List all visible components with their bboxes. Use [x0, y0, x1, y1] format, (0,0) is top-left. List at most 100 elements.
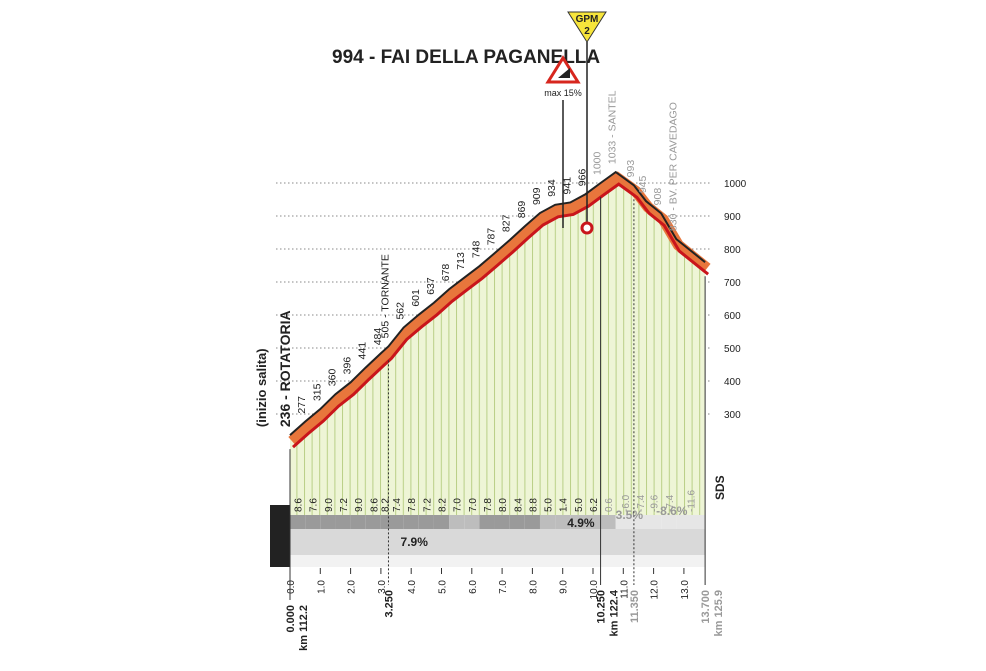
x-tick-label: 10.0	[589, 580, 600, 600]
gradient-segment	[676, 515, 706, 529]
altitude-label: 787	[486, 228, 498, 246]
altitude-label: 678	[440, 264, 452, 282]
altitude-label: 484	[372, 328, 384, 346]
average-gradient: 7.9%	[401, 535, 429, 549]
x-tick-label: 0.0	[286, 580, 297, 594]
max-gradient-label: max 15%	[544, 88, 582, 98]
gradient-label: 0.6	[604, 498, 615, 512]
x-tick-label: 4.0	[407, 580, 418, 594]
altitude-label: 945	[637, 175, 649, 193]
altitude-label: 966	[576, 169, 588, 187]
x-tick-label: 6.0	[468, 580, 479, 594]
gradient-segment	[494, 515, 510, 529]
x-tick-label: 12.0	[650, 580, 661, 600]
altitude-label: 830 - BV. PER CAVEDAGO	[667, 102, 679, 231]
altitude-label: 993	[625, 160, 637, 178]
gradient-segment	[290, 515, 306, 529]
gradient-segment	[388, 515, 404, 529]
x-tick-label: 13.0	[680, 580, 691, 600]
gradient-segment	[418, 515, 434, 529]
gradient-label: 5.0	[544, 498, 555, 512]
chart-title: 994 - FAI DELLA PAGANELLA	[332, 47, 600, 68]
x-tick-label: 1.0	[316, 580, 327, 594]
gradient-label: -11.6	[687, 490, 698, 512]
altitude-label: 713	[455, 252, 467, 270]
gradient-label: 7.8	[483, 498, 494, 512]
gradient-label: 7.6	[309, 498, 320, 512]
gradient-label: 8.2	[381, 498, 392, 512]
profile-front-line	[292, 182, 710, 449]
altitude-label: 934	[546, 179, 558, 197]
average-gradient: -8.6%	[656, 504, 688, 518]
gradient-segment	[524, 515, 540, 529]
y-tick-label: 900	[724, 212, 741, 223]
gradient-segment	[570, 515, 586, 529]
gradient-segment	[555, 515, 571, 529]
gradient-segment	[305, 515, 321, 529]
x-tick-label: 2.0	[347, 580, 358, 594]
station-label: 0.000	[285, 605, 297, 633]
average-gradient: 3.5%	[616, 508, 644, 522]
gradient-segment	[433, 515, 450, 529]
altitude-label: 637	[425, 277, 437, 295]
station-label: 10.250	[596, 590, 608, 624]
gradient-segment	[661, 515, 677, 529]
gradient-segment	[633, 515, 647, 529]
gradient-label: -7.4	[665, 494, 676, 512]
altitude-label: 908	[652, 188, 664, 206]
profile-band	[288, 171, 711, 446]
altitude-label: 1000	[592, 151, 604, 175]
gradient-label: -9.6	[650, 494, 661, 512]
y-tick-label: 400	[724, 377, 741, 388]
gradient-label: 1.4	[559, 498, 570, 512]
y-tick-label: 600	[724, 311, 741, 322]
gradient-segment	[350, 515, 366, 529]
station-label: 3.250	[383, 590, 395, 618]
gradient-label: 5.0	[574, 498, 585, 512]
gpm-marker	[580, 221, 594, 235]
gradient-segment	[479, 515, 495, 529]
gradient-segment	[403, 515, 419, 529]
y-tick-label: 1000	[724, 179, 747, 190]
altitude-label: 315	[311, 383, 323, 401]
gradient-segment	[365, 515, 381, 529]
altitude-label: 441	[357, 342, 369, 360]
gpm-label: GPM	[576, 14, 599, 25]
gradient-segment	[585, 515, 601, 529]
gradient-label: 7.2	[339, 498, 350, 512]
station-total: km 122.4	[609, 589, 621, 636]
profile-top-line	[289, 170, 706, 436]
y-tick-label: 300	[724, 410, 741, 421]
altitude-label: 277	[296, 396, 308, 414]
x-tick-label: 11.0	[619, 580, 630, 599]
altitude-label: 1033 - SANTEL	[607, 90, 619, 164]
gradient-label: 8.4	[513, 498, 524, 512]
gradient-segment	[646, 515, 662, 529]
altitude-label: 360	[326, 369, 338, 387]
altitude-label: 236 - ROTATORIA	[277, 310, 293, 427]
altitude-label: 562	[395, 302, 407, 320]
x-tick-label: 7.0	[498, 580, 509, 594]
gradient-label: 8.0	[498, 498, 509, 512]
altitude-label: 601	[410, 289, 422, 307]
y-tick-label: 700	[724, 278, 741, 289]
gradient-segment	[380, 515, 389, 529]
gradient-segment	[539, 515, 556, 529]
gradient-label: 8.8	[528, 498, 539, 512]
gradient-label: 9.0	[354, 498, 365, 512]
gradient-label: 7.2	[422, 498, 433, 512]
slab-bottom	[290, 555, 706, 567]
x-tick-label: 9.0	[559, 580, 570, 594]
x-tick-label: 5.0	[438, 580, 449, 594]
gradient-label: 8.6	[294, 498, 305, 512]
altitude-label: 505 - TORNANTE	[379, 254, 391, 338]
gradient-segment	[320, 515, 336, 529]
max-gradient-icon	[545, 55, 581, 84]
gradient-segment	[335, 515, 351, 529]
station-label: 11.350	[629, 590, 641, 623]
average-gradient: 4.9%	[567, 516, 595, 530]
station-total: km 112.2	[298, 605, 310, 651]
y-tick-label: 800	[724, 245, 741, 256]
